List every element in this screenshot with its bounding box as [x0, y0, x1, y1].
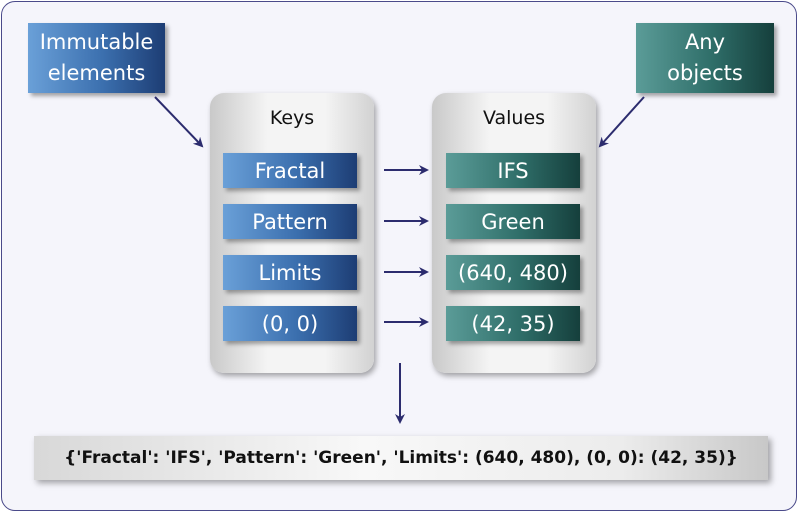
key-box: Pattern: [223, 204, 357, 239]
dictionary-result: {'Fractal': 'IFS', 'Pattern': 'Green', '…: [34, 436, 768, 480]
value-box: IFS: [446, 153, 580, 188]
callout-arrow-keys: [154, 96, 204, 148]
any-objects-callout: Any objects: [636, 23, 774, 93]
key-box: (0, 0): [223, 306, 357, 341]
immutable-elements-callout: Immutable elements: [28, 23, 165, 93]
values-panel-title: Values: [482, 107, 546, 129]
callout-line: objects: [667, 61, 743, 85]
dictionary-literal: {'Fractal': 'IFS', 'Pattern': 'Green', '…: [64, 448, 738, 468]
callout-line: Any: [684, 30, 726, 54]
key-box: Limits: [223, 255, 357, 290]
key-box: Fractal: [223, 153, 357, 188]
value-box: (640, 480): [446, 255, 580, 290]
callout-arrow-values: [598, 96, 645, 148]
keys-panel-title: Keys: [269, 107, 315, 129]
callout-line: elements: [47, 61, 146, 85]
value-box: (42, 35): [446, 306, 580, 341]
value-box: Green: [446, 204, 580, 239]
callout-line: Immutable: [39, 30, 154, 54]
